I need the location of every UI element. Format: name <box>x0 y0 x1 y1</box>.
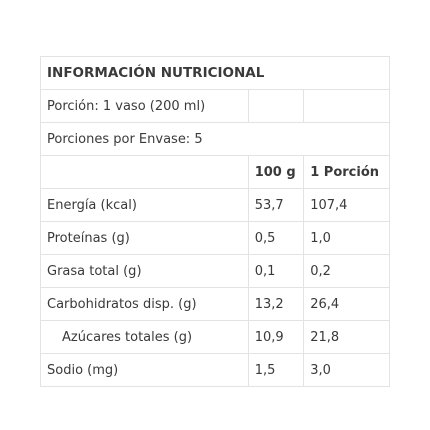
nutrition-facts-table: INFORMACIÓN NUTRICIONAL Porción: 1 vaso … <box>40 56 390 387</box>
table-title: INFORMACIÓN NUTRICIONAL <box>40 56 390 90</box>
empty-cell <box>303 89 390 123</box>
per-100g-header: 100 g <box>247 155 305 189</box>
table-row-sugars: Azúcares totales (g) 10,9 21,8 <box>40 320 390 354</box>
servings-per-container-row: Porciones por Envase: 5 <box>40 122 390 156</box>
value-per-portion: 1,0 <box>303 221 390 255</box>
column-header-row: 100 g 1 Porción <box>40 155 390 189</box>
table-row-energy: Energía (kcal) 53,7 107,4 <box>40 188 390 222</box>
nutrient-label: Proteínas (g) <box>40 221 249 255</box>
nutrient-label: Azúcares totales (g) <box>40 320 249 354</box>
title-row: INFORMACIÓN NUTRICIONAL <box>40 56 390 90</box>
value-per-100g: 53,7 <box>247 188 305 222</box>
per-portion-header: 1 Porción <box>303 155 390 189</box>
nutrient-label: Grasa total (g) <box>40 254 249 288</box>
value-per-portion: 3,0 <box>303 353 390 387</box>
value-per-100g: 10,9 <box>247 320 305 354</box>
empty-cell <box>247 89 305 123</box>
servings-per-container-label: Porciones por Envase: 5 <box>40 122 390 156</box>
serving-size-label: Porción: 1 vaso (200 ml) <box>40 89 249 123</box>
nutrient-label: Carbohidratos disp. (g) <box>40 287 249 321</box>
value-per-portion: 21,8 <box>303 320 390 354</box>
value-per-100g: 0,5 <box>247 221 305 255</box>
table-row-carbohydrates: Carbohidratos disp. (g) 13,2 26,4 <box>40 287 390 321</box>
table-row-fat: Grasa total (g) 0,1 0,2 <box>40 254 390 288</box>
value-per-portion: 107,4 <box>303 188 390 222</box>
nutrient-label: Energía (kcal) <box>40 188 249 222</box>
value-per-100g: 0,1 <box>247 254 305 288</box>
serving-row: Porción: 1 vaso (200 ml) <box>40 89 390 123</box>
empty-header-cell <box>40 155 249 189</box>
value-per-100g: 13,2 <box>247 287 305 321</box>
value-per-100g: 1,5 <box>247 353 305 387</box>
nutrient-label: Sodio (mg) <box>40 353 249 387</box>
value-per-portion: 26,4 <box>303 287 390 321</box>
value-per-portion: 0,2 <box>303 254 390 288</box>
table-row-protein: Proteínas (g) 0,5 1,0 <box>40 221 390 255</box>
table-row-sodium: Sodio (mg) 1,5 3,0 <box>40 353 390 387</box>
